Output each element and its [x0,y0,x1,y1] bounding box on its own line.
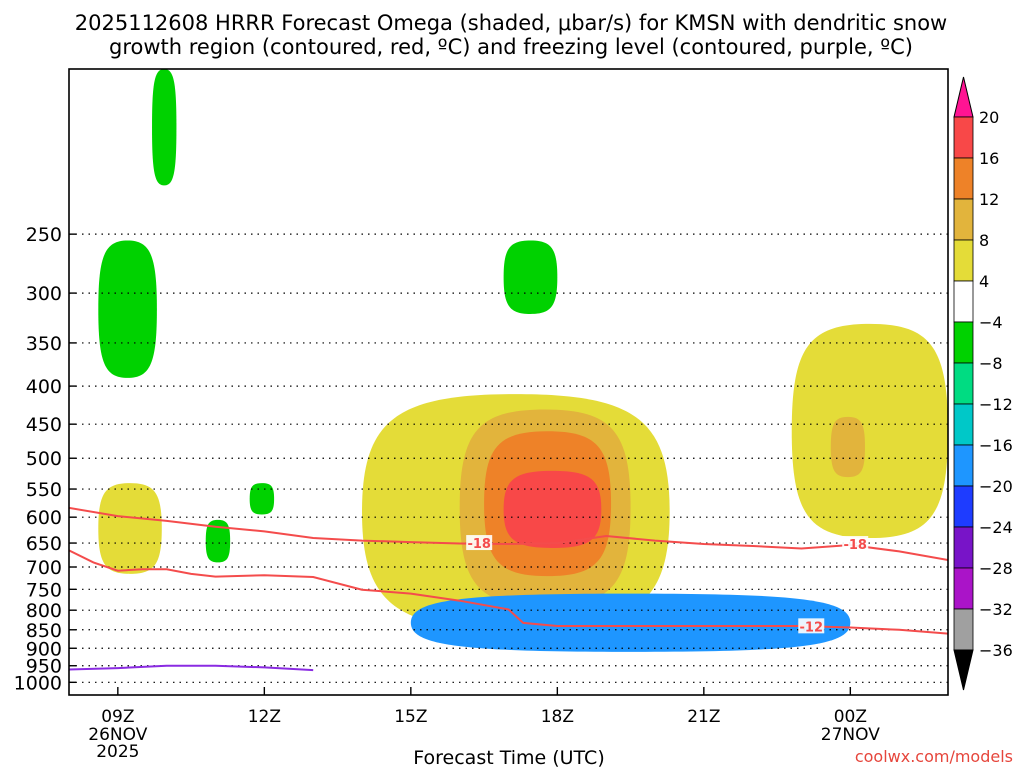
y-tick-label-250: 250 [26,224,62,246]
x-tick-label-09Z: 09Z [101,707,134,727]
x-tick-label-00Z: 00Z [834,707,867,727]
upward-motion-green-top [152,69,177,186]
y-tick-label-550: 550 [26,479,62,501]
chart-title-line-2: growth region (contoured, red, ºC) and f… [109,35,913,59]
downward-motion-yellow-right [791,323,948,539]
y-tick-label-750: 750 [26,579,62,601]
colorbar-label-4: 4 [979,272,989,291]
colorbar-label-9: −20 [979,477,1013,496]
contour-label-bg [466,535,493,551]
colorbar-box-2 [953,198,974,241]
colorbar-label-13: −36 [979,641,1013,660]
y-tick-label-800: 800 [26,600,62,622]
x-tick-label-12Z: 12Z [248,707,281,727]
colorbar-bottom-triangle [953,649,974,691]
y-tick-label-900: 900 [26,638,62,660]
colorbar-label-10: −24 [979,518,1013,537]
chart-title-line-1: 2025112608 HRRR Forecast Omega (shaded, … [75,11,947,35]
colorbar-box-11 [953,567,974,610]
x-tick-date-00Z: 27NOV [821,725,880,745]
y-tick-label-650: 650 [26,533,62,555]
colorbar-label-11: −28 [979,559,1013,578]
contour-labels: -18 -18 -12 [466,535,869,635]
y-tick-label-300: 300 [26,283,62,305]
omega-colorbar: 20 16 12 8 4 −4 −8 −12 −16 −20 −24 −28 −32 −36 [953,76,1013,691]
plot-frame [68,68,949,696]
colorbar-box-8 [953,444,974,487]
colorbar-label-3: 8 [979,231,989,250]
coolwx-watermark: coolwx.com/models [855,747,1013,766]
colorbar-label-0: 20 [979,108,999,127]
contour-label-1: -18 [843,538,867,553]
contour-lines [69,506,948,672]
downward-motion-yellow-left [98,483,162,574]
y-tick-label-400: 400 [26,376,62,398]
x-tick-label-15Z: 15Z [394,707,427,727]
y-tick-label-700: 700 [26,557,62,579]
downward-motion-gold-right [830,416,865,478]
y-tick-label-1000: 1000 [14,672,62,694]
y-tick-label-450: 450 [26,414,62,436]
colorbar-box-6 [953,362,974,405]
colorbar-box-4 [953,280,974,323]
upward-motion-green-small-2 [249,483,275,515]
upward-motion-blue-cores [410,593,851,652]
y-axis-pressure-labels: 2503003504004505005506006507007508008509… [14,224,76,694]
freezing-level-0C-contour [69,664,314,672]
omega-shaded-regions [98,69,948,652]
contour-label-0: -18 [467,537,491,552]
x-axis-title: Forecast Time (UTC) [413,747,604,768]
colorbar-label-5: −4 [979,313,1003,332]
contour-label-bg [842,536,869,552]
y-tick-label-950: 950 [26,656,62,678]
y-tick-label-600: 600 [26,507,62,529]
x-tick-label-21Z: 21Z [687,707,720,727]
colorbar-label-7: −12 [979,395,1013,414]
downward-motion-red-core [503,470,602,548]
upward-motion-green-upper-mid [503,240,558,314]
colorbar-box-5 [953,321,974,364]
dgz-minus-12C-contour [69,549,948,635]
contour-label-bg [798,618,825,634]
upward-motion-green-small-1 [205,519,231,563]
colorbar-box-9 [953,485,974,528]
colorbar-box-0 [953,116,974,159]
colorbar-label-2: 12 [979,190,999,209]
colorbar-label-8: −16 [979,436,1013,455]
y-tick-label-350: 350 [26,333,62,355]
contour-label-2: -12 [800,620,824,635]
colorbar-box-10 [953,526,974,569]
y-tick-label-850: 850 [26,620,62,642]
x-tick-date-09Z: 26NOV [88,725,147,745]
y-tick-label-500: 500 [26,448,62,470]
colorbar-box-7 [953,403,974,446]
colorbar-label-6: −8 [979,354,1003,373]
colorbar-box-3 [953,239,974,282]
upward-motion-green-upper-left [98,240,157,378]
colorbar-box-1 [953,157,974,200]
colorbar-label-12: −32 [979,600,1013,619]
colorbar-top-triangle [953,76,974,118]
colorbar-box-12 [953,608,974,651]
colorbar-label-1: 16 [979,149,999,168]
x-tick-year-09Z: 2025 [96,742,139,762]
x-tick-label-18Z: 18Z [541,707,574,727]
dgz-minus-18C-contour [69,506,948,561]
plot-border [68,68,949,696]
